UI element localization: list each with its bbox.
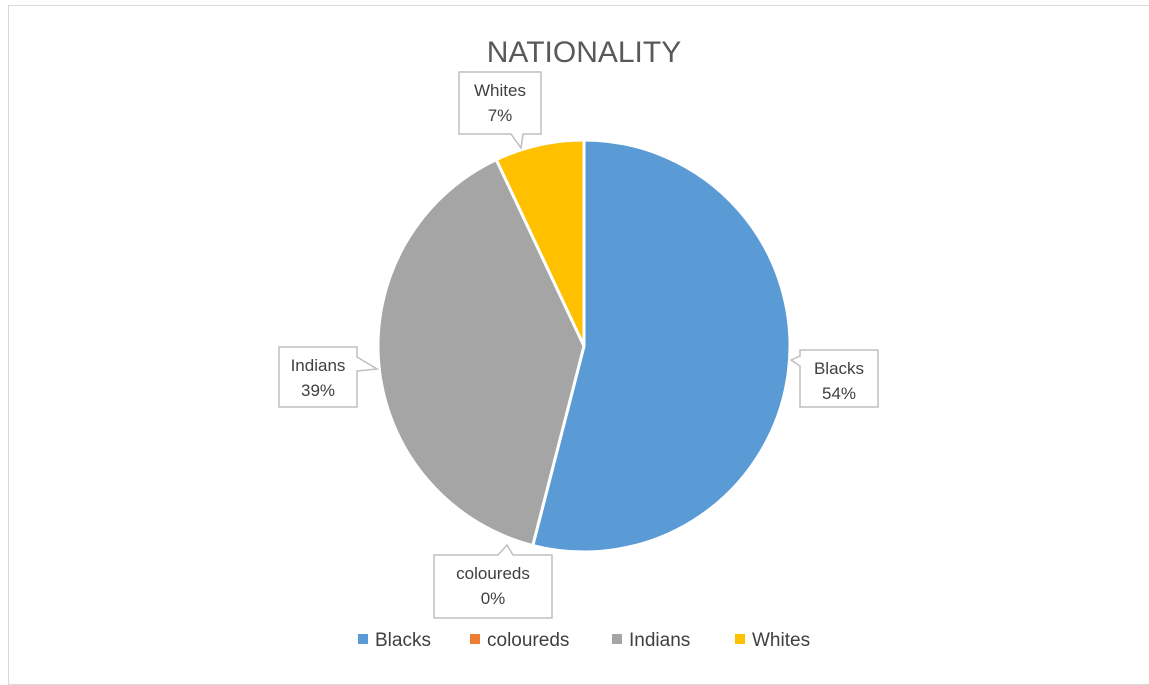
data-label-blacks: Blacks 54% (791, 350, 878, 407)
legend-item-coloureds: coloureds (470, 630, 569, 651)
chart-title: NATIONALITY (487, 36, 681, 69)
legend-label: Indians (629, 630, 690, 651)
label-percent: 39% (301, 381, 335, 400)
data-label-indians: Indians 39% (279, 347, 377, 407)
pie-slices (378, 140, 790, 552)
legend-label: Whites (752, 630, 810, 651)
legend-label: coloureds (487, 630, 569, 651)
label-category: Blacks (814, 359, 864, 378)
legend-item-whites: Whites (735, 630, 810, 651)
label-percent: 54% (822, 384, 856, 403)
legend-item-blacks: Blacks (358, 630, 431, 651)
legend-swatch (612, 634, 622, 644)
label-category: Indians (291, 356, 346, 375)
data-label-whites: Whites 7% (459, 72, 541, 148)
legend-swatch (470, 634, 480, 644)
label-percent: 0% (481, 589, 506, 608)
label-category: Whites (474, 81, 526, 100)
label-category: coloureds (456, 564, 530, 583)
legend-swatch (735, 634, 745, 644)
legend: Blacks coloureds Indians Whites (358, 630, 810, 651)
legend-item-indians: Indians (612, 630, 690, 651)
legend-label: Blacks (375, 630, 431, 651)
label-percent: 7% (488, 106, 513, 125)
data-label-coloureds: coloureds 0% (434, 545, 552, 618)
legend-swatch (358, 634, 368, 644)
